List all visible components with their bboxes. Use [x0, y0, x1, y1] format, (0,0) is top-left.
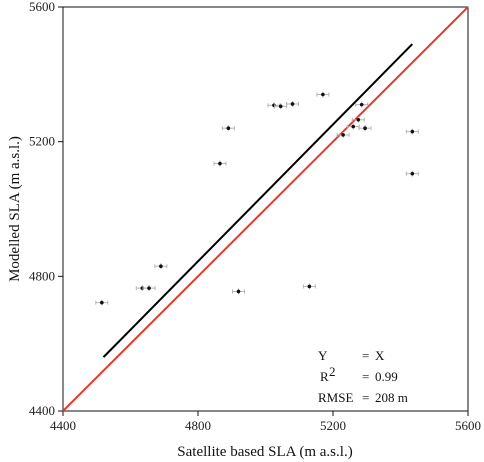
y-tick-label: 4800: [29, 268, 55, 283]
point-marker: [321, 92, 325, 97]
r2-sign: =: [362, 369, 369, 384]
data-points: [95, 91, 419, 306]
point-marker: [307, 284, 312, 289]
point-marker: [410, 129, 415, 134]
point-marker: [236, 289, 241, 294]
data-point: [358, 125, 372, 132]
data-point: [232, 288, 245, 295]
point-marker: [363, 126, 367, 130]
point-marker: [341, 133, 345, 137]
data-point: [336, 131, 350, 138]
reference-lines: [62, 6, 469, 412]
data-point: [274, 103, 288, 110]
point-marker: [226, 126, 231, 130]
r2-label: R: [320, 369, 329, 384]
data-point: [286, 100, 299, 107]
rmse-label: RMSE: [318, 390, 353, 405]
point-marker: [410, 171, 415, 176]
stats-annotation: Y = X R 2 = 0.99 RMSE = 208 m: [318, 348, 408, 405]
point-marker: [278, 104, 283, 109]
x-axis-title: Satellite based SLA (m a.s.l.): [177, 444, 352, 460]
data-point: [221, 125, 235, 132]
point-marker: [159, 264, 163, 269]
rmse-value: 208 m: [375, 390, 408, 405]
x-tick-label: 4400: [50, 418, 76, 433]
data-point: [95, 299, 109, 306]
data-point: [213, 160, 227, 167]
point-marker: [290, 102, 295, 106]
r2-value: 0.99: [375, 369, 398, 384]
point-marker: [147, 286, 151, 290]
regression-line: [102, 43, 414, 358]
data-point: [142, 285, 156, 292]
y-tick-label: 5200: [29, 134, 55, 149]
rmse-sign: =: [362, 390, 369, 405]
y-tick-label: 4400: [29, 403, 55, 418]
r2-superscript: 2: [329, 364, 336, 379]
axis-ticks: 4400 4800 5200 5600 4400 4800 5200 5600: [29, 0, 481, 433]
x-tick-label: 4800: [185, 418, 211, 433]
data-point: [302, 283, 316, 290]
data-point: [405, 128, 419, 135]
data-point: [355, 101, 369, 108]
point-marker: [100, 300, 104, 305]
point-marker: [218, 161, 222, 166]
point-marker: [359, 102, 364, 107]
point-marker: [351, 124, 356, 129]
equation-sign: =: [362, 348, 369, 363]
data-point: [154, 263, 168, 270]
x-tick-label: 5600: [455, 418, 481, 433]
data-point: [316, 91, 330, 98]
data-point: [405, 170, 419, 177]
equation-rhs: X: [375, 348, 385, 363]
y-tick-label: 5600: [29, 0, 55, 14]
point-marker: [356, 117, 361, 122]
data-point: [351, 116, 365, 123]
one-to-one-line: [62, 6, 469, 412]
equation-lhs: Y: [318, 348, 328, 363]
x-tick-label: 5200: [320, 418, 346, 433]
y-axis-title: Modelled SLA (m a.s.l.): [7, 136, 23, 282]
